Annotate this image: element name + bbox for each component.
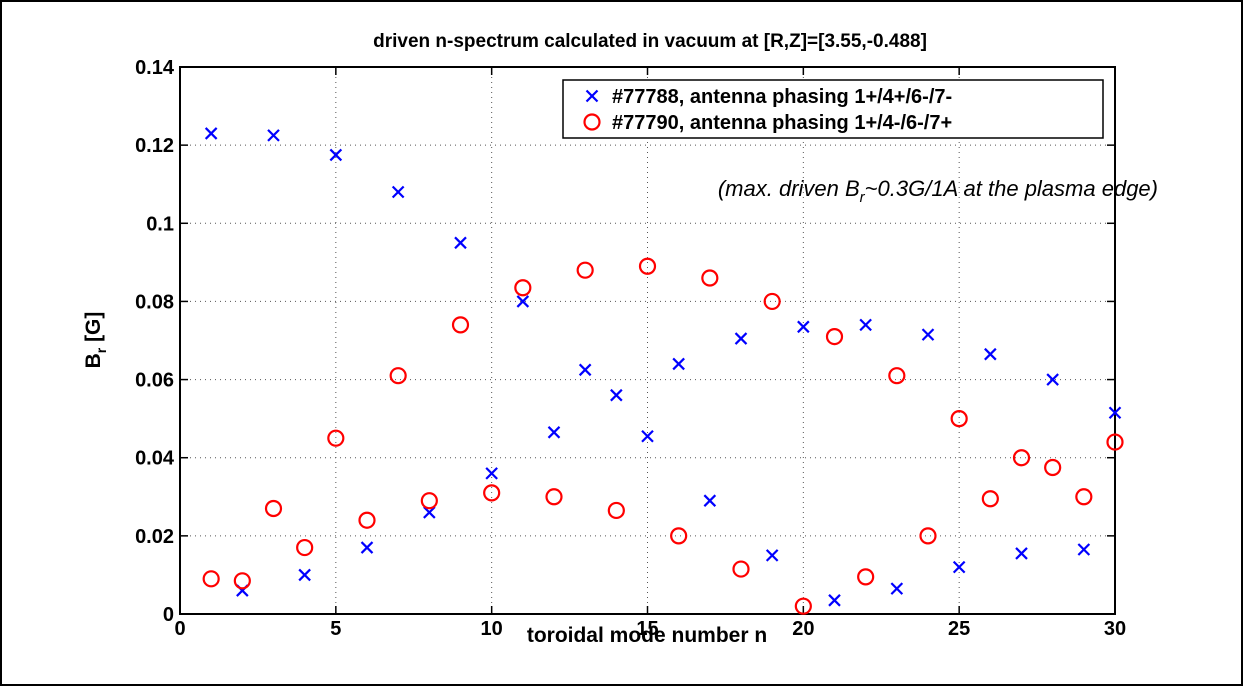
data-point-series-1	[921, 328, 935, 341]
y-tick-label: 0.04	[135, 448, 175, 470]
data-point-series-1	[703, 494, 717, 507]
data-point-series-1	[641, 429, 654, 443]
legend-marker-x	[585, 89, 599, 103]
x-tick-label: 25	[948, 618, 970, 640]
data-point-series-1	[734, 332, 748, 345]
x-tick-label: 30	[1104, 618, 1126, 640]
data-point-series-2	[919, 527, 937, 545]
data-point-series-2	[576, 261, 594, 279]
data-point-series-2	[888, 367, 906, 385]
data-point-series-1	[797, 320, 810, 334]
legend-box	[562, 79, 1104, 139]
data-point-series-1	[360, 541, 374, 554]
data-point-series-1	[454, 236, 467, 250]
data-point-series-2	[451, 316, 470, 334]
annotation-suffix: ~0.3G/1A at the plasma edge)	[865, 176, 1158, 201]
data-point-series-2	[950, 410, 968, 428]
data-point-series-1	[267, 129, 280, 142]
y-axis-label-sub: r	[93, 347, 109, 353]
chart-title: driven n-spectrum calculated in vacuum a…	[373, 31, 927, 52]
data-point-series-1	[1108, 406, 1122, 420]
y-axis-label-unit: [G]	[82, 312, 105, 348]
data-point-series-1	[952, 560, 966, 574]
data-point-series-2	[981, 490, 999, 508]
data-point-series-1	[485, 467, 498, 480]
y-axis-label-main: B	[82, 353, 105, 368]
data-point-series-2	[701, 269, 719, 287]
data-point-series-2	[607, 501, 625, 520]
data-point-series-2	[1075, 488, 1093, 506]
data-point-series-2	[483, 484, 501, 502]
y-tick-label: 0.08	[135, 291, 174, 313]
data-point-series-2	[825, 327, 844, 346]
data-points	[202, 127, 1124, 615]
annotation-sub: r	[860, 189, 866, 206]
x-tick-label: 5	[330, 618, 341, 640]
legend-marker-series-2	[583, 113, 601, 131]
legend-marker-series-1	[585, 89, 599, 103]
legend-entry-series-2: #77790, antenna phasing 1+/4-/6-/7+	[612, 112, 952, 134]
data-point-series-1	[391, 185, 405, 199]
data-point-series-2	[670, 527, 688, 545]
data-point-series-2	[1044, 458, 1062, 477]
y-tick-label: 0.14	[135, 57, 175, 79]
x-tick-label: 20	[792, 618, 814, 640]
data-point-series-2	[763, 292, 781, 311]
legend-entry-series-1: #77788, antenna phasing 1+/4+/6-/7-	[612, 86, 952, 108]
data-point-series-1	[1077, 543, 1091, 556]
data-point-series-1	[547, 426, 561, 439]
data-point-series-1	[1015, 547, 1028, 560]
data-point-series-1	[204, 127, 218, 140]
data-point-series-1	[329, 148, 343, 162]
annotation-prefix: (max. driven B	[718, 176, 860, 201]
grid-lines	[180, 67, 1115, 614]
data-point-series-2	[296, 538, 314, 557]
x-axis-label: toroidal mode number n	[527, 624, 767, 647]
data-point-series-2	[233, 572, 251, 590]
data-point-series-2	[358, 511, 376, 529]
data-point-series-2	[857, 568, 875, 586]
legend: #77788, antenna phasing 1+/4+/6-/7- #777…	[562, 79, 1104, 139]
y-tick-label: 0	[163, 604, 174, 626]
data-point-series-1	[984, 347, 997, 361]
data-point-series-1	[890, 582, 904, 595]
y-tick-label: 0.12	[135, 135, 174, 157]
data-point-series-2	[420, 492, 438, 510]
data-point-series-1	[578, 363, 592, 377]
data-point-series-2	[545, 488, 563, 506]
data-point-series-2	[264, 499, 283, 518]
x-tick-label: 15	[636, 618, 658, 640]
y-tick-label: 0.02	[135, 526, 174, 548]
data-point-series-1	[298, 568, 311, 582]
y-tick-label: 0.1	[146, 213, 174, 235]
data-point-series-1	[765, 549, 779, 562]
data-point-series-1	[828, 594, 841, 607]
data-point-series-2	[1012, 449, 1031, 467]
data-point-series-1	[859, 318, 872, 332]
x-tick-label: 10	[481, 618, 503, 640]
data-point-series-1	[423, 506, 436, 519]
y-tick-label: 0.06	[135, 370, 174, 392]
data-point-series-2	[327, 429, 345, 447]
data-point-series-1	[672, 357, 685, 371]
data-point-series-1	[516, 295, 530, 308]
data-point-series-2	[514, 279, 532, 297]
data-point-series-2	[202, 570, 220, 588]
x-tick-label: 0	[174, 618, 185, 640]
y-axis-label: Br [G]	[82, 312, 109, 369]
data-point-series-1	[610, 388, 623, 402]
data-point-series-2	[389, 367, 407, 385]
legend-marker-o	[583, 113, 601, 131]
data-point-series-1	[1046, 373, 1059, 386]
data-point-series-2	[732, 560, 750, 578]
data-point-series-2	[794, 597, 812, 615]
data-point-series-2	[638, 257, 657, 275]
annotation: (max. driven Br~0.3G/1A at the plasma ed…	[718, 176, 1158, 206]
data-point-series-2	[1106, 433, 1124, 451]
axis-ticks: 0 5 10 15 20 25 30 0 0.02 0.04 0.06 0.08 0.1 0.12 0.14	[135, 57, 1126, 640]
